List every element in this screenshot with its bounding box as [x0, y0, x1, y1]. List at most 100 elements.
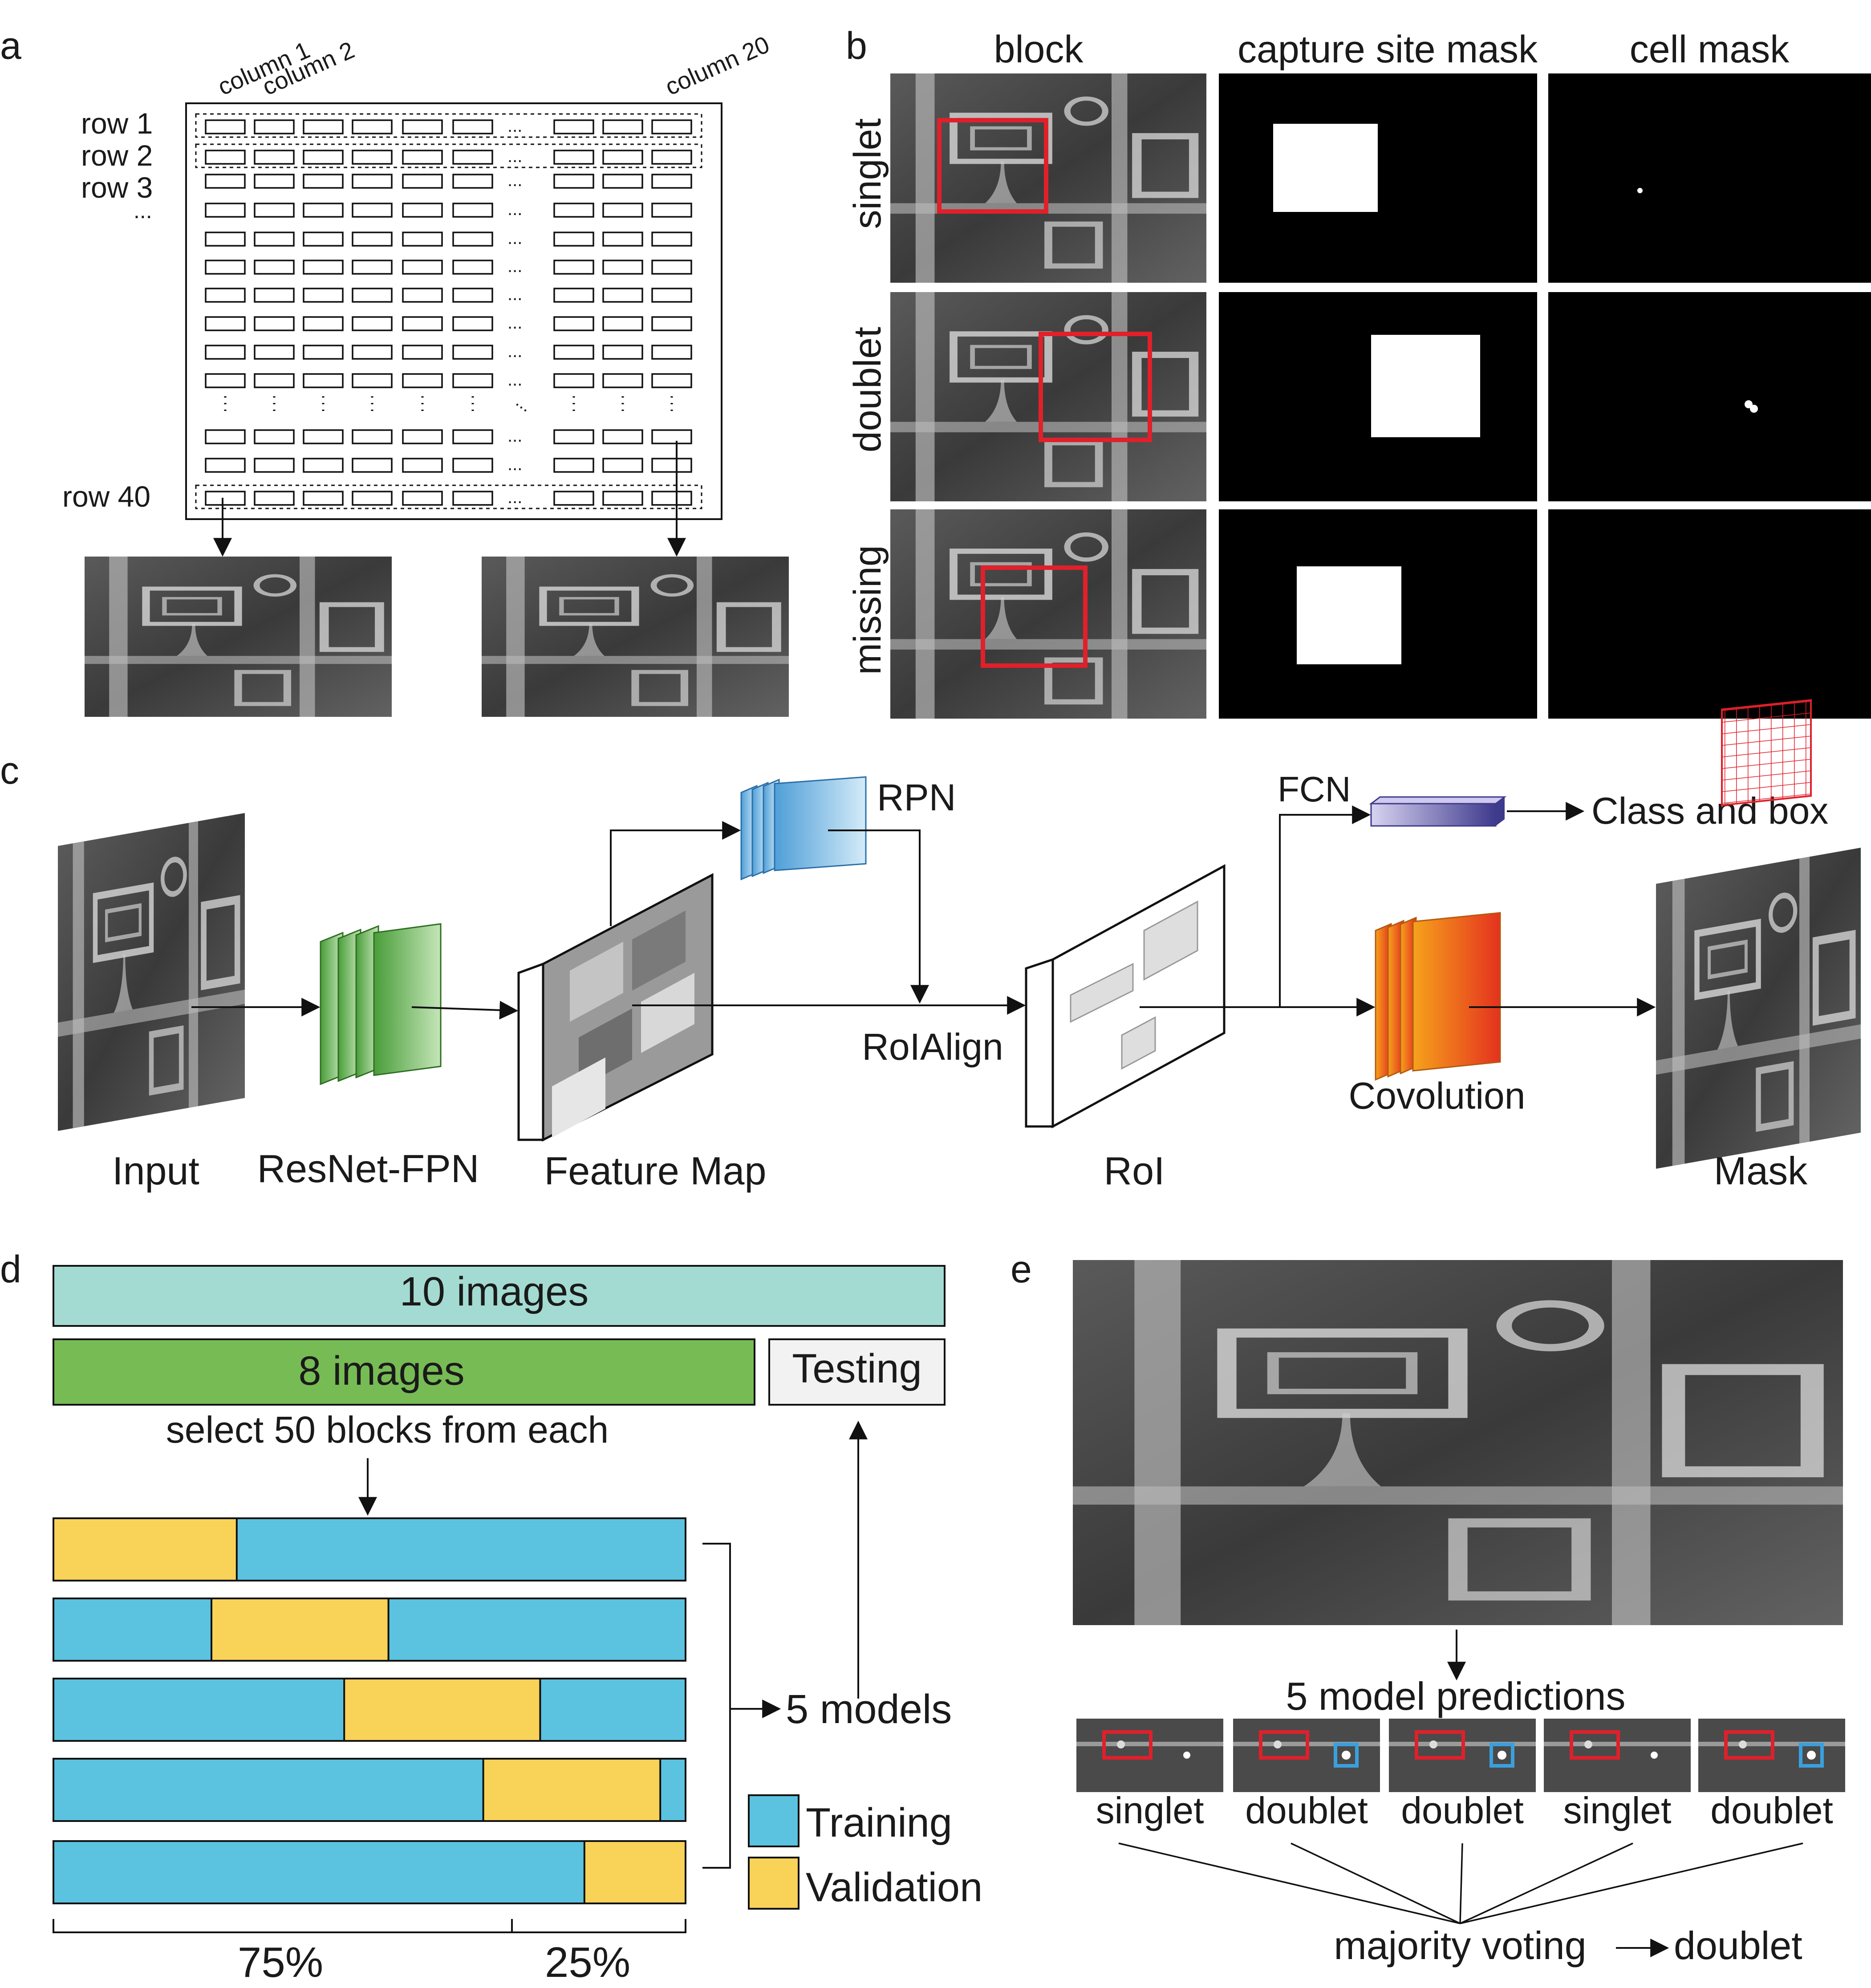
second-cell-spot [1807, 1751, 1816, 1760]
block-image-doublet [890, 292, 1206, 501]
chip-block [452, 260, 493, 275]
column-ellipsis: ... [507, 488, 522, 507]
chip-block [254, 429, 295, 444]
capture-mask-square-singlet [1273, 124, 1378, 212]
column-ellipsis: ... [507, 199, 522, 219]
chip-block [205, 429, 246, 444]
stage-label-mask: Mask [1714, 1149, 1808, 1193]
chip-block [352, 232, 393, 247]
chip-array-frame [185, 102, 722, 520]
chip-block [553, 429, 594, 444]
chip-block [651, 260, 692, 275]
panel-b: block capture site mask cell mask single… [846, 28, 1871, 719]
chip-block [254, 373, 295, 388]
chip-block [352, 316, 393, 331]
chip-block [651, 491, 692, 506]
chip-block [651, 458, 692, 473]
chip-block [651, 316, 692, 331]
train-pct-bracket [53, 1919, 513, 1933]
fold-validation-segment [343, 1678, 541, 1742]
chip-block [402, 316, 443, 331]
chip-block [303, 491, 344, 506]
column-ellipsis: ... [507, 313, 522, 333]
row-1-label: row 1 [81, 107, 153, 140]
chip-block [651, 373, 692, 388]
chip-block [452, 316, 493, 331]
cell-mask-missing [1548, 509, 1871, 719]
cell-spot [1739, 1740, 1747, 1748]
chip-block [553, 288, 594, 303]
chip-block [402, 232, 443, 247]
chip-block [553, 491, 594, 506]
cell-dot-singlet [1637, 188, 1643, 193]
column-ellipsis: ... [507, 341, 522, 361]
test-pct-bracket [512, 1919, 686, 1933]
row-40-label: row 40 [62, 480, 150, 513]
chip-block [402, 260, 443, 275]
chip-block [452, 119, 493, 134]
chip-block [254, 260, 295, 275]
chip-block [553, 174, 594, 189]
panel-letter-b: b [846, 24, 867, 67]
cell-spot [1584, 1740, 1592, 1748]
fold-validation-segment [53, 1517, 238, 1581]
chip-block [602, 288, 643, 303]
cell-mask-doublet [1548, 292, 1871, 501]
chip-block [602, 373, 643, 388]
cell-dot-doublet-2 [1750, 405, 1758, 413]
folds-bracket [702, 1543, 731, 1869]
chip-block [602, 260, 643, 275]
column-ellipsis: ... [507, 228, 522, 248]
panel-c: RPN FCN Class and box Covolution [58, 699, 1861, 1193]
blue-cell-box [1489, 1743, 1514, 1768]
panel-d: 10 images 8 images Testing select 50 blo… [53, 1265, 982, 1986]
row-label-missing: missing [846, 545, 889, 675]
all-images-bar [53, 1265, 946, 1327]
chip-block [352, 150, 393, 165]
chip-block [205, 458, 246, 473]
chip-block [651, 174, 692, 189]
chip-block [553, 345, 594, 360]
all-images-label: 10 images [400, 1269, 588, 1314]
prediction-label: doublet [1710, 1789, 1833, 1831]
chip-block [402, 203, 443, 218]
column-ellipsis: ... [507, 116, 522, 136]
vote-line [1291, 1842, 1461, 1924]
chip-block [402, 429, 443, 444]
chip-block [352, 203, 393, 218]
red-capture-box [1570, 1730, 1620, 1760]
chip-block [402, 373, 443, 388]
chip-image-right [482, 557, 789, 717]
row-3-label: row 3 [81, 171, 153, 204]
chip-block [402, 458, 443, 473]
chip-block [303, 373, 344, 388]
chip-block [303, 150, 344, 165]
chip-block [553, 316, 594, 331]
vote-lines [1118, 1842, 1803, 1924]
majority-voting-label: majority voting [1334, 1923, 1586, 1968]
input-image [58, 813, 245, 1131]
blue-cell-box [1334, 1743, 1359, 1768]
chip-block [553, 458, 594, 473]
chip-image-large [1073, 1260, 1843, 1625]
arrow-rpn-to-roialign [828, 829, 929, 1004]
convolution-block [1375, 912, 1501, 1081]
panel-a: column 1 column 2 column 20 ............… [62, 31, 789, 717]
second-cell-spot [1498, 1751, 1506, 1760]
chip-block [205, 150, 246, 165]
chip-block [352, 288, 393, 303]
chip-block [205, 260, 246, 275]
chip-block [254, 150, 295, 165]
resnet-fpn-block [320, 923, 442, 1085]
testing-label: Testing [792, 1346, 922, 1391]
red-capture-box [1724, 1730, 1774, 1760]
chip-block [553, 150, 594, 165]
chip-block [254, 458, 295, 473]
chip-block [651, 345, 692, 360]
chip-block [402, 174, 443, 189]
roi-block [1025, 864, 1226, 1129]
chip-block [303, 345, 344, 360]
chip-block [352, 345, 393, 360]
chip-block [452, 345, 493, 360]
